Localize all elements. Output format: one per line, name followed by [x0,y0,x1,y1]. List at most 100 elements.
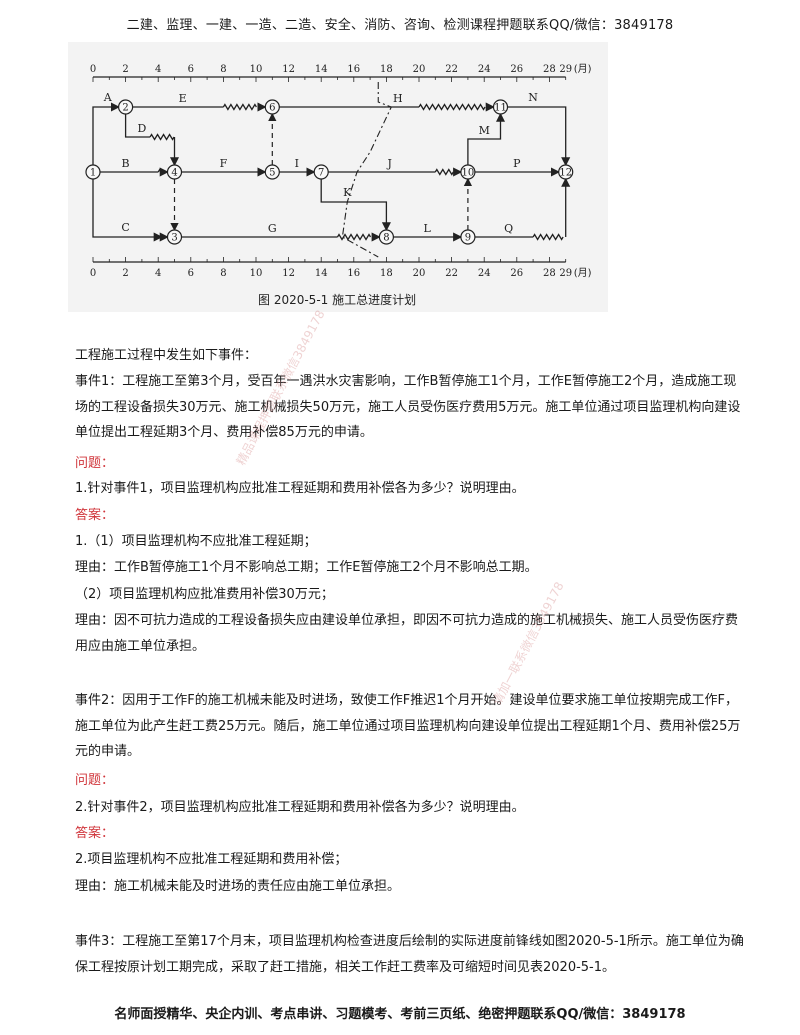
tick-label: 2 [122,64,128,75]
activity-arrow-C [92,179,163,242]
axis-unit-label: (月) [574,63,592,75]
figure-caption: 图 2020-5-1 施工总进度计划 [258,292,416,307]
tick-label: 12 [282,64,295,75]
node-label: 8 [383,233,389,244]
node-circle [460,164,476,180]
node-circle [313,164,329,180]
answer-1-4: 理由：因不可抗力造成的工程设备损失应由建设单位承担，即因不可抗力造成的施工机械损… [75,613,739,654]
activity-label-L: L [423,222,431,235]
activity-labels: A E H N D B F I J P M K C G L Q [103,91,539,235]
tick-label: 10 [250,64,263,75]
node-label: 3 [171,233,177,244]
activity-arrow-A [92,102,120,165]
node-label: 10 [462,168,475,179]
tick-label: 28 [543,268,556,279]
intro-text: 工程施工过程中发生如下事件： [75,348,258,363]
free-float-J [434,168,454,176]
node-label: 2 [122,103,128,114]
question-label-2: 问题： [75,773,115,788]
tick-label: 16 [347,268,360,279]
answer-2-1: 2.项目监理机构不应批准工程延期和费用补偿； [75,852,348,867]
node-circle [264,99,280,115]
node-circle [558,164,574,180]
front-line-path [341,82,393,258]
activity-label-Q: Q [504,222,513,235]
tick-label: 20 [413,268,426,279]
activity-label-P: P [513,157,521,170]
node-circle [460,229,476,245]
event1-text: 事件1：工程施工至第3个月，受百年一遇洪水灾害影响，工作B暂停施工1个月，工作E… [75,374,741,440]
tick-label: 28 [543,64,556,75]
event3-text: 事件3：工程施工至第17个月末，项目监理机构检查进度后绘制的实际进度前锋线如图2… [75,934,744,975]
answer-label-1: 答案： [75,508,115,523]
free-float-Q [532,233,564,241]
activity-label-H: H [393,92,403,105]
node-circle [378,229,394,245]
tick-label: 20 [413,64,426,75]
tick-label: 14 [315,268,328,279]
tick-label: 18 [380,64,393,75]
tick-label: 18 [380,268,393,279]
node-circle [166,229,183,245]
node-label: 4 [171,168,177,179]
answer-1-2: 理由：工作B暂停施工1个月不影响总工期；工作E暂停施工2个月不影响总工期。 [75,560,538,575]
activity-label-M: M [479,124,490,137]
activity-label-G: G [268,222,277,235]
activity-arrows [92,102,571,242]
activity-label-C: C [121,221,129,234]
question-1: 1.针对事件1，项目监理机构应批准工程延期和费用补偿各为多少？说明理由。 [75,481,525,496]
node-label: 12 [559,168,572,179]
node-label: 6 [269,103,275,114]
tick-label: 6 [188,268,194,279]
tick-label: 26 [510,64,523,75]
node-label: 11 [494,103,507,114]
free-float-D [149,133,175,141]
network-schedule-figure: 0 2 4 6 8 10 12 14 16 18 20 22 24 26 28 29 (月) 0 2 4 6 8 10 12… [68,42,608,312]
tick-label: 29 [559,64,572,75]
activity-arrow-D [124,114,151,138]
tick-label: 0 [90,64,96,75]
free-float-B [157,168,162,173]
activity-label-K: K [343,186,352,199]
network-diagram: 0 2 4 6 8 10 12 14 16 18 20 22 24 26 28 29 (月) 0 2 4 6 8 10 12… [85,63,592,307]
event2-text: 事件2：因用于工作F的施工机械未能及时进场，致使工作F推迟1个月开始。建设单位要… [75,693,741,759]
node-label: 7 [318,168,324,179]
tick-label: 16 [347,64,360,75]
activity-label-J: J [386,157,391,170]
activity-label-N: N [528,91,538,104]
tick-label: 22 [445,268,458,279]
tick-label: 24 [478,64,491,75]
activity-arrow-K [320,179,391,232]
node-circle [166,164,183,180]
tick-label: 8 [220,268,226,279]
activity-label-F: F [220,157,228,170]
free-float-E [222,103,257,111]
tick-label: 4 [155,64,161,75]
answer-1-3: （2）项目监理机构应批准费用补偿30万元； [75,587,334,602]
tick-label: 24 [478,268,491,279]
bottom-time-axis: 0 2 4 6 8 10 12 14 16 18 20 22 24 26 28 29 (月) [90,257,592,279]
tick-label: 12 [282,268,295,279]
tick-label: 6 [188,64,194,75]
node-circle [117,99,134,115]
tick-label: 22 [445,64,458,75]
activity-label-E: E [179,92,187,105]
free-float-G [336,233,372,241]
node-circle [264,164,280,180]
answer-2-2: 理由：施工机械未能及时进场的责任应由施工单位承担。 [75,879,401,894]
question-2: 2.针对事件2，项目监理机构应批准工程延期和费用补偿各为多少？说明理由。 [75,800,525,815]
top-time-axis: 0 2 4 6 8 10 12 14 16 18 20 22 24 26 28 29 (月) [90,63,592,82]
activity-arrow-M [467,112,506,165]
question-label-1: 问题： [75,456,115,471]
tick-label: 10 [250,268,263,279]
answer-1-1: 1.（1）项目监理机构不应批准工程延期； [75,534,317,549]
axis-unit-label: (月) [574,267,592,279]
tick-label: 4 [155,268,161,279]
node-label: 9 [465,233,471,244]
node-label: 1 [90,168,96,179]
tick-label: 14 [315,64,328,75]
activity-label-B: B [122,157,130,170]
page-header: 二建、监理、一建、一造、二造、安全、消防、咨询、检测课程押题联系QQ/微信：38… [126,18,674,33]
tick-label: 8 [220,64,226,75]
tick-label: 26 [510,268,523,279]
